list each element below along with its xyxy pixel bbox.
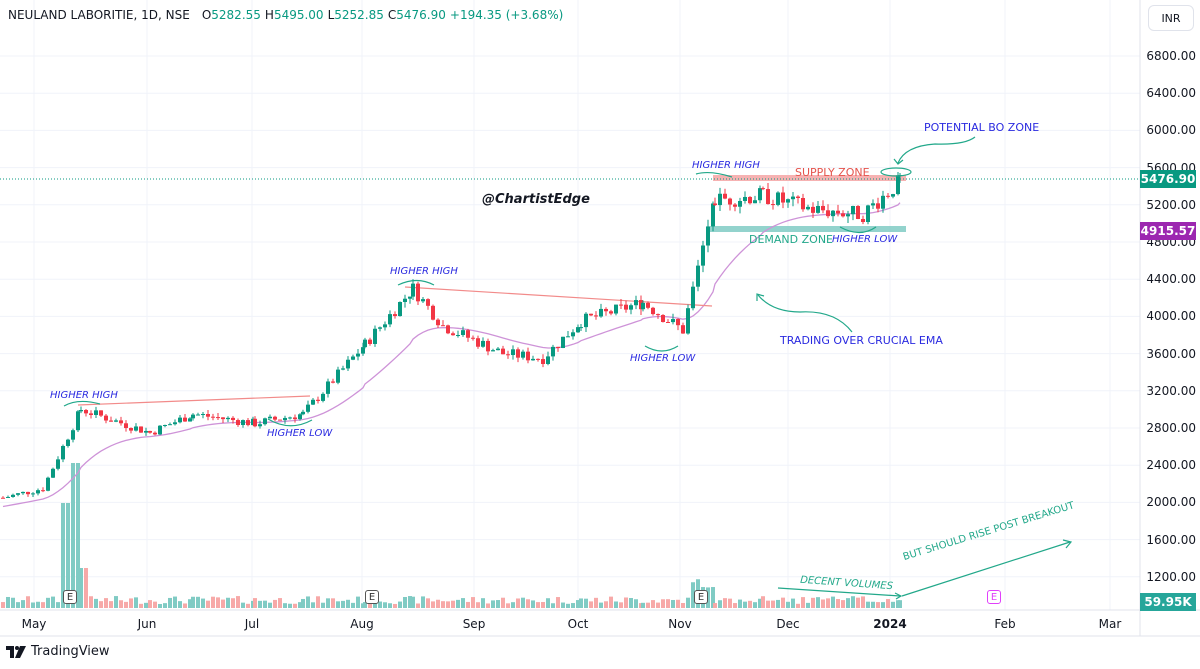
ema-value-tag: 4915.57 — [1140, 222, 1196, 240]
currency-button[interactable]: INR — [1148, 5, 1194, 31]
price-axis-tick: 6000.00 — [1146, 123, 1196, 138]
potential-bo-zone-label: POTENTIAL BO ZONE — [924, 121, 1040, 134]
demand-zone-band[interactable] — [710, 226, 906, 232]
trading-over-ema-label: TRADING OVER CRUCIAL EMA — [780, 334, 943, 347]
time-axis-tick: May — [21, 617, 47, 631]
higher-high-arc-2 — [397, 279, 435, 286]
time-axis-tick: Jun — [137, 617, 157, 631]
candlesticks — [1, 171, 902, 499]
price-axis-tick: 6400.00 — [1146, 86, 1196, 101]
higher-low-arc-2 — [644, 345, 679, 352]
high-label: H — [264, 8, 274, 22]
arrowhead-icon — [756, 293, 765, 301]
arrowhead-icon — [894, 592, 903, 600]
time-axis-tick: Feb — [994, 617, 1016, 631]
tradingview-logo-icon — [6, 645, 26, 658]
low-value: 5252.85 — [334, 8, 384, 22]
higher-low-arc-1 — [267, 418, 313, 427]
decent-volumes-arrow — [777, 587, 901, 597]
symbol-title: NEULAND LABORITIE, 1D, NSE — [8, 8, 190, 22]
grid-lines — [0, 0, 1141, 636]
price-axis-tick: 6800.00 — [1146, 49, 1196, 63]
price-axis-tick: 2400.00 — [1146, 458, 1196, 473]
low-label: L — [327, 8, 335, 22]
higher-high-label-2: HIGHER HIGH — [390, 266, 458, 277]
higher-low-label-3: HIGHER LOW — [832, 234, 898, 245]
chart-frame[interactable]: NEULAND LABORITIE, 1D, NSE O 5282.55 H 549… — [0, 0, 1200, 640]
price-axis-tick: 1600.00 — [1146, 532, 1196, 547]
price-axis-tick: 4000.00 — [1146, 309, 1196, 324]
volume-tag: 59.95K — [1140, 593, 1196, 611]
time-axis-tick: 2024 — [873, 617, 907, 631]
arrowhead-icon — [893, 158, 904, 165]
potential-bo-ellipse — [880, 167, 912, 177]
price-axis-tick: 5200.00 — [1146, 197, 1196, 212]
earnings-badge-upcoming[interactable]: E — [987, 590, 1001, 604]
price-axis-tick: 2000.00 — [1146, 495, 1196, 510]
price-axis-tick: 3200.00 — [1146, 383, 1196, 398]
price-chart-canvas[interactable] — [0, 0, 1200, 640]
earnings-badge[interactable]: E — [63, 590, 77, 604]
tradingview-brand: TradingView — [31, 644, 110, 659]
ema-callout-arrow — [757, 294, 853, 333]
breakout-volume-arrow — [901, 541, 1071, 597]
symbol-legend[interactable]: NEULAND LABORITIE, 1D, NSE O 5282.55 H 549… — [8, 8, 563, 22]
close-value: 5476.90 — [396, 8, 446, 22]
potential-bo-arrow — [897, 136, 976, 164]
time-axis-tick: Aug — [350, 617, 374, 631]
higher-high-label-3: HIGHER HIGH — [692, 160, 760, 171]
price-axis-tick: 3600.00 — [1146, 346, 1196, 361]
higher-high-arc-1 — [63, 400, 101, 407]
higher-high-arc-3 — [695, 171, 733, 178]
volume-bars — [1, 463, 902, 608]
time-axis-tick: Mar — [1098, 617, 1122, 631]
time-axis-tick: Nov — [668, 617, 692, 631]
arrowhead-icon — [1062, 539, 1073, 549]
open-label: O — [201, 8, 212, 22]
higher-low-arc-3 — [839, 226, 877, 234]
higher-high-label-1: HIGHER HIGH — [50, 390, 118, 401]
price-axis-tick: 2800.00 — [1146, 421, 1196, 435]
time-axis-tick: Dec — [776, 617, 800, 631]
high-value: 5495.00 — [273, 8, 324, 22]
time-axis-tick: Oct — [567, 617, 589, 631]
last-price-tag: 5476.90 — [1140, 170, 1196, 188]
supply-zone-label: SUPPLY ZONE — [795, 166, 870, 179]
change-value: +194.35 (+3.68%) — [449, 8, 564, 22]
trendline-resistance-2[interactable] — [404, 286, 713, 307]
earnings-badge[interactable]: E — [694, 590, 708, 604]
price-axis-tick: 4400.00 — [1146, 272, 1196, 287]
ema-line — [2, 202, 901, 508]
earnings-badge[interactable]: E — [365, 590, 379, 604]
open-value: 5282.55 — [211, 8, 261, 22]
demand-zone-label: DEMAND ZONE — [749, 233, 834, 246]
time-axis-tick: Sep — [462, 617, 486, 631]
supply-zone-band[interactable] — [713, 175, 906, 181]
close-label: C — [387, 8, 397, 22]
trendline-resistance-1[interactable] — [77, 395, 311, 406]
time-axis-tick: Jul — [244, 617, 260, 631]
watermark-text: @ChartistEdge — [482, 192, 590, 207]
price-axis-tick: 1200.00 — [1146, 569, 1196, 584]
higher-low-label-1: HIGHER LOW — [267, 428, 333, 439]
tradingview-footer[interactable]: TradingView — [6, 644, 110, 659]
higher-low-label-2: HIGHER LOW — [630, 353, 696, 364]
